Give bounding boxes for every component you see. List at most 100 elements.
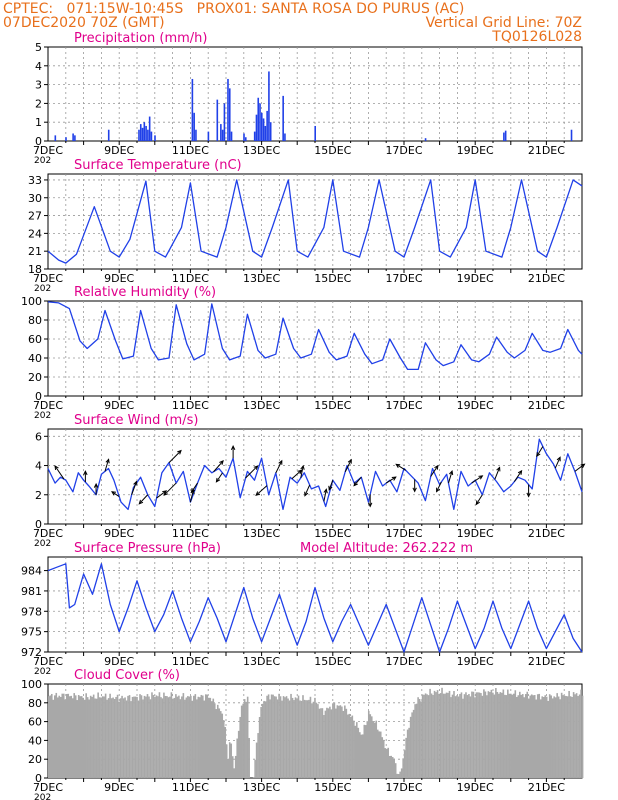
cloud-bar [320,708,322,778]
cloud-bar [305,700,307,778]
wind-vector [168,450,182,463]
cloud-bar [67,693,70,778]
panel-2 [44,300,583,400]
precip-bar [504,130,507,141]
x-tick-label: 17DEC [385,655,422,668]
x-tick-label: 19DEC [457,144,494,157]
precip-bar [253,131,256,141]
cloud-bar [492,692,494,778]
cloud-bar [450,697,452,778]
cloud-bar [167,697,170,778]
cloud-bar [101,696,104,778]
cloud-bar [113,698,116,778]
cloud-bar [55,692,58,778]
precip-bar [107,129,110,141]
cloud-bar [569,696,572,778]
precip-bar [221,129,224,141]
x-tick-label: 11DEC [172,144,209,157]
cloud-bar [400,768,403,778]
cloud-bar [303,699,306,778]
cloud-bar [154,696,156,778]
wind-arrowhead [556,456,561,462]
x-tick-label: 17DEC [385,527,422,540]
cloud-bar [193,695,195,778]
precip-bar [195,129,197,141]
wind-arrowhead [580,463,586,468]
x-tick-label: 19DEC [457,655,494,668]
cloud-bar [515,696,518,778]
cloud-bar [89,695,92,778]
cloud-bar [68,696,71,778]
x-tick-label: 11DEC [172,399,209,412]
cloud-bar [287,698,289,778]
wind-arrowhead [93,482,99,488]
cloud-bar [281,700,283,778]
cloud-bar [119,698,122,778]
cloud-bar [574,694,576,778]
cloud-bar [384,748,387,778]
cloud-bar [278,693,280,778]
cloud-bar [163,692,165,778]
cloud-bar [351,715,354,778]
x-tick-label: 13DEC [243,272,280,285]
cloud-bar [227,758,230,778]
panel-title: Precipitation (mm/h) [74,31,207,46]
cloud-bar [550,695,552,778]
y-tick-label: 100 [21,295,42,308]
y-tick-label: 2 [35,489,42,502]
wind-vector [245,465,258,479]
wind-vector [471,475,483,484]
cloud-bar [347,714,349,778]
cloud-bar [136,696,138,778]
cloud-bar [369,714,372,778]
cloud-bar [246,696,249,778]
cloud-bar [300,700,303,778]
cloud-bar [442,693,445,778]
cloud-bar [572,692,575,778]
x-tick-label: 13DEC [243,781,280,794]
cloud-bar [166,696,168,778]
cloud-bar [505,695,508,778]
cloud-bar [252,777,255,778]
cloud-bar [526,691,529,778]
wind-arrowhead [230,445,236,451]
cloud-bar [483,689,485,778]
cloud-bar [350,716,352,778]
cloud-bar [296,698,298,778]
cloud-bar [161,698,164,778]
cloud-bar [185,697,188,778]
panel-0 [44,46,583,145]
precip-bar [255,114,258,141]
cloud-bar [234,755,237,778]
cloud-bar [100,697,102,778]
cloud-bar [145,696,147,778]
x-tick-label: 9DEC [104,655,134,668]
x-tick-label: 19DEC [457,527,494,540]
cloud-bar [566,696,569,778]
cloud-bar [372,721,375,778]
wind-arrowhead [215,477,221,483]
cloud-bar [469,696,472,778]
wind-vector [131,481,137,495]
cloud-bar [49,695,52,778]
cloud-bar [581,695,584,778]
cloud-bar [77,695,80,778]
cloud-bar [182,693,185,778]
cloud-bar [447,692,449,778]
cloud-bar [426,694,428,778]
cloud-bar [56,697,59,778]
wind-arrowhead [536,452,541,458]
cloud-bar [85,693,87,778]
wind-arrowhead [278,459,283,465]
cloud-bar [134,696,137,778]
wind-vector [344,459,352,472]
wind-vector [513,470,522,482]
x-tick-label: 21DEC [528,781,565,794]
wind-vector [448,470,453,484]
cloud-bar [475,692,478,778]
cloud-bar [326,707,328,778]
cloud-bar [317,704,319,778]
wind-vector [436,481,442,492]
cloud-bar [190,695,192,778]
cloud-bar [109,693,111,778]
